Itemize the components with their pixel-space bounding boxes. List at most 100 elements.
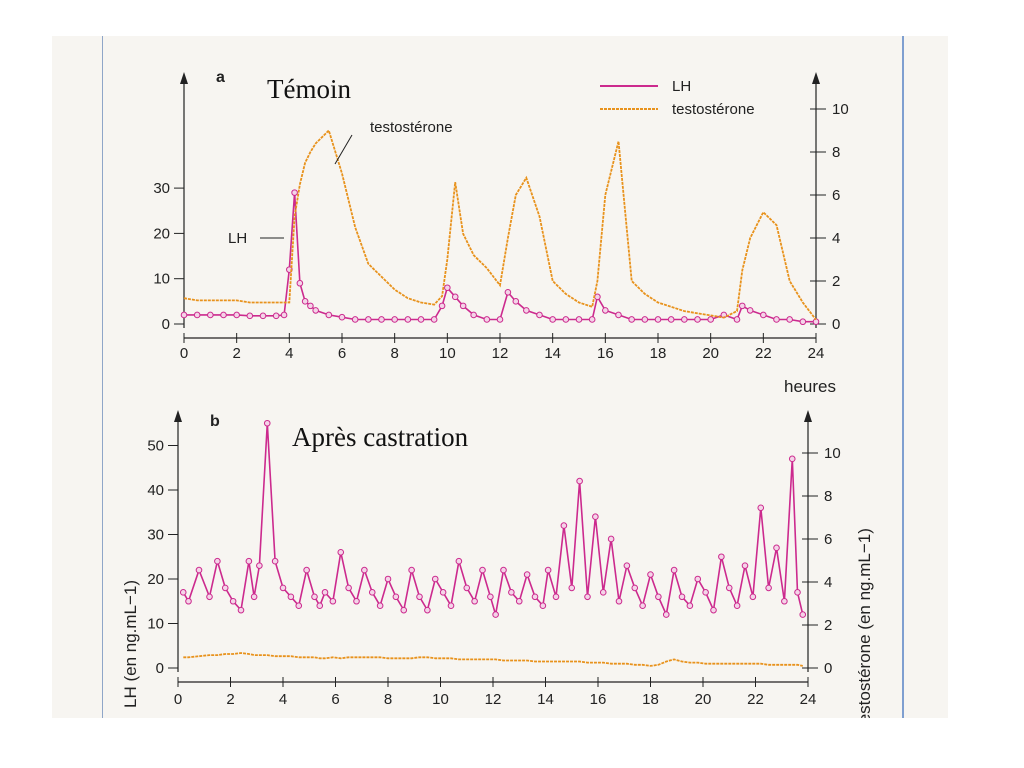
right-y-axis-label: testostérone (en ng.mL−1): [855, 528, 874, 718]
x-tick-label: 4: [279, 691, 287, 708]
right-y-tick-label: 10: [832, 101, 849, 118]
left-y-tick-label: 30: [153, 180, 170, 197]
data-point: [757, 504, 765, 512]
right-y-tick-label: 8: [832, 144, 840, 161]
legend-label-lh: LH: [672, 78, 691, 95]
data-point: [220, 311, 227, 319]
data-point: [417, 316, 425, 323]
data-point: [272, 312, 280, 320]
series-line: [183, 652, 803, 667]
x-tick-label: 6: [338, 345, 346, 362]
right-y-tick-label: 6: [832, 187, 840, 204]
data-point: [471, 597, 478, 605]
data-point: [206, 593, 213, 601]
x-tick-label: 16: [597, 345, 614, 362]
data-point: [812, 318, 820, 326]
data-point: [345, 584, 352, 592]
right-y-tick-label: 8: [824, 488, 832, 505]
data-point: [180, 311, 188, 319]
data-point: [741, 562, 749, 569]
data-point: [365, 316, 372, 323]
x-tick-label: 24: [808, 345, 825, 362]
data-point: [718, 553, 725, 561]
data-point: [438, 302, 446, 310]
data-point: [463, 584, 471, 592]
left-y-tick-label: 0: [156, 660, 164, 677]
data-point: [584, 593, 591, 601]
series-lh: [180, 189, 820, 326]
data-point: [592, 513, 599, 521]
data-point: [588, 316, 596, 323]
data-point: [291, 189, 298, 196]
data-point: [237, 606, 245, 614]
data-point: [746, 307, 754, 314]
data-point: [749, 593, 757, 601]
data-point: [702, 589, 709, 596]
data-point: [655, 593, 662, 601]
data-point: [193, 311, 201, 319]
data-point: [773, 316, 780, 323]
data-point: [307, 302, 314, 310]
data-point: [329, 597, 337, 605]
data-point: [384, 575, 392, 583]
data-point: [662, 611, 670, 618]
series-testosterone: [183, 128, 817, 321]
left-y-tick-label: 20: [147, 571, 164, 588]
data-point: [207, 311, 214, 319]
data-point: [575, 316, 583, 323]
right-y-tick-label: 2: [824, 617, 832, 634]
left-y-tick-label: 10: [147, 616, 164, 633]
right-axis-arrow: [804, 410, 812, 422]
data-point: [799, 611, 807, 618]
data-point: [353, 597, 360, 605]
data-point: [221, 584, 229, 592]
data-point: [439, 589, 447, 596]
left-axis-arrow: [180, 72, 188, 84]
data-point: [549, 316, 556, 323]
data-point: [707, 316, 714, 323]
data-point: [628, 316, 635, 323]
data-point: [256, 562, 263, 569]
left-y-tick-label: 10: [153, 271, 170, 288]
data-point: [678, 593, 686, 601]
data-point: [602, 307, 609, 314]
data-point: [470, 311, 477, 319]
data-point: [214, 557, 221, 565]
left-y-tick-label: 40: [147, 482, 164, 499]
page-margin-line: [102, 36, 103, 718]
data-point: [681, 316, 688, 323]
data-point: [296, 279, 304, 287]
data-point: [451, 293, 459, 301]
data-point: [694, 575, 702, 583]
data-point: [312, 307, 319, 314]
data-point: [641, 316, 649, 323]
x-tick-label: 22: [755, 345, 772, 362]
data-point: [245, 557, 253, 565]
data-point: [295, 602, 303, 610]
data-point: [378, 316, 385, 323]
data-point: [562, 316, 570, 323]
data-point: [523, 307, 530, 314]
data-point: [647, 571, 654, 578]
data-point: [185, 597, 192, 605]
left-y-tick-label: 30: [147, 527, 164, 544]
data-point: [400, 606, 408, 614]
x-tick-label: 24: [800, 691, 817, 708]
data-point: [351, 316, 359, 323]
data-point: [391, 316, 398, 323]
data-point: [311, 593, 318, 601]
data-point: [599, 589, 607, 596]
data-point: [760, 311, 767, 319]
data-point: [361, 566, 368, 574]
data-point: [725, 584, 733, 592]
panel-title: Après castration: [292, 422, 469, 452]
data-point: [455, 557, 463, 565]
legend-label-testosterone: testostérone: [672, 101, 755, 118]
right-y-tick-label: 4: [832, 230, 840, 247]
annotation-testosterone: testostérone: [370, 119, 453, 136]
x-tick-label: 22: [747, 691, 764, 708]
data-point: [576, 477, 583, 485]
x-tick-label: 12: [492, 345, 509, 362]
x-tick-label: 2: [232, 345, 240, 362]
